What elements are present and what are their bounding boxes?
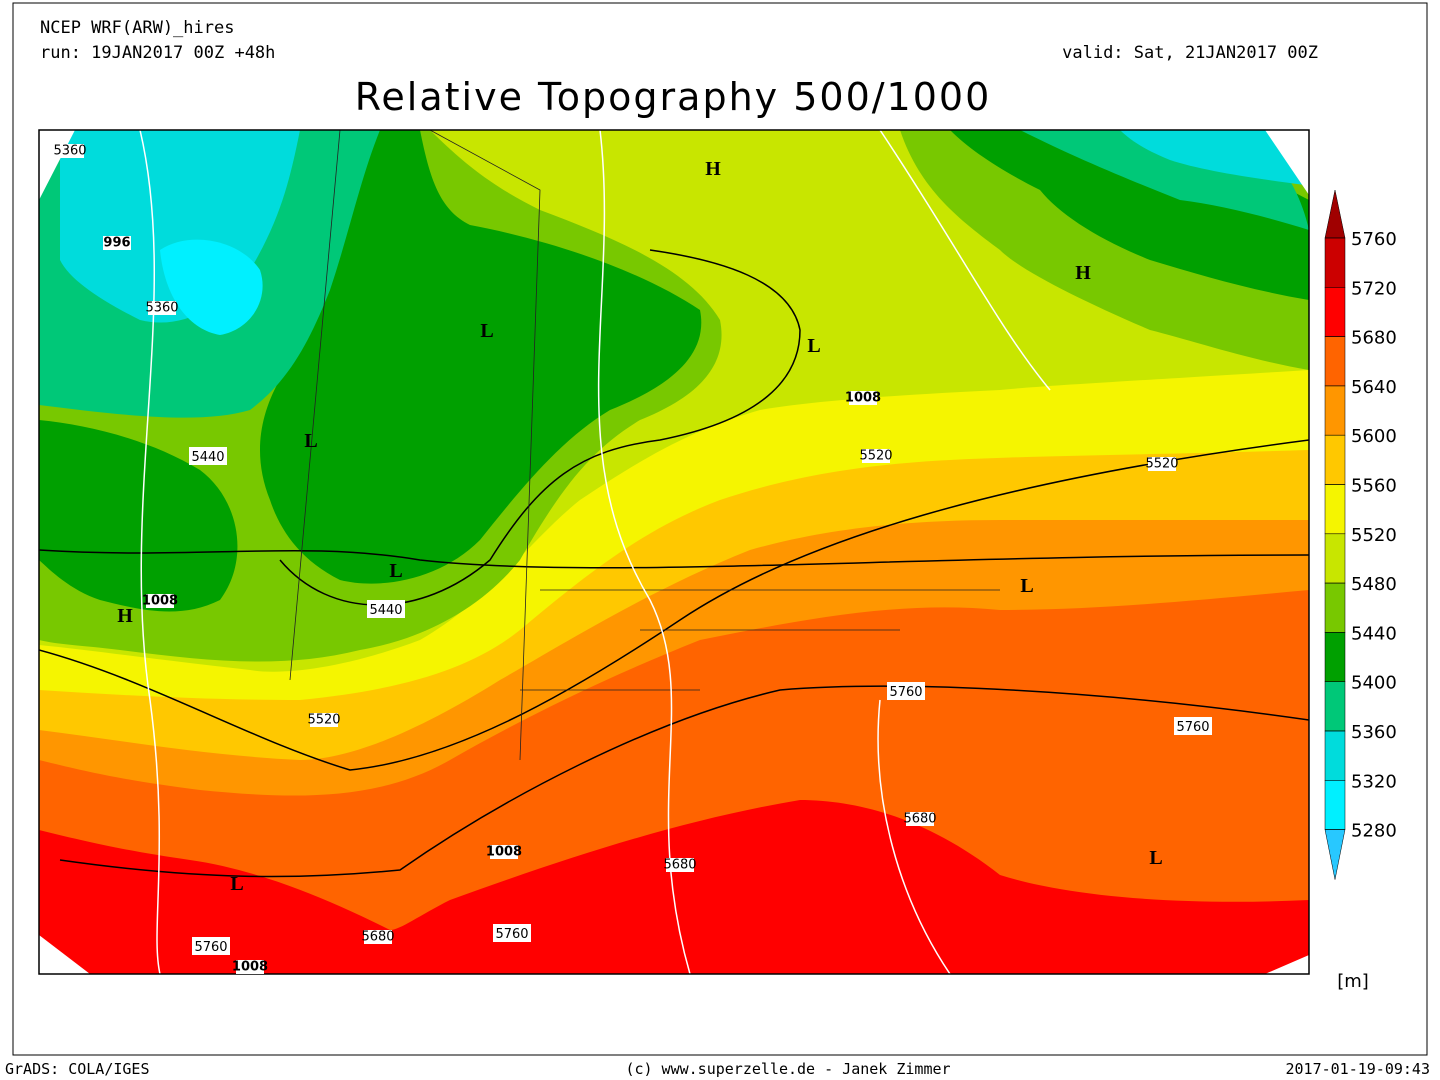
colorbar-label: 5560 <box>1351 476 1397 497</box>
contour-label: 5680 <box>903 812 936 827</box>
colorbar-label: 5680 <box>1351 328 1397 349</box>
footer-center: (c) www.superzelle.de - Janek Zimmer <box>625 1060 950 1078</box>
contour-label: 5360 <box>145 301 178 316</box>
colorbar-label: 5480 <box>1351 574 1397 595</box>
band <box>1120 130 1305 185</box>
colorbar-segment <box>1324 681 1346 732</box>
contour-label-box <box>192 937 230 955</box>
contour-label: 5520 <box>859 449 892 464</box>
contour-label-box <box>148 301 176 315</box>
colorbar-label: 5280 <box>1351 821 1397 842</box>
colorbar-segment <box>1324 237 1346 288</box>
valid-label: valid: Sat, 21JAN2017 00Z <box>1062 43 1318 63</box>
isobar-line <box>59 685 1309 878</box>
colorbar-segment <box>1324 780 1346 830</box>
contour-label: 5760 <box>194 940 227 955</box>
band <box>160 239 263 335</box>
map <box>39 130 1309 974</box>
contour-label: 5760 <box>495 927 528 942</box>
colorbar-unit: [m] <box>1337 971 1369 992</box>
colorbar-segment <box>1324 533 1346 584</box>
contour-line <box>139 130 1051 974</box>
colorbar-label: 5720 <box>1351 278 1397 299</box>
band <box>39 420 238 612</box>
title: Relative Topography 500/1000 <box>355 75 992 119</box>
frame <box>12 2 1428 1056</box>
pressure-center: H <box>1075 262 1091 284</box>
pressure-center: H <box>705 158 721 180</box>
map-border <box>38 129 1310 975</box>
model-label: NCEP WRF(ARW)_hires <box>40 18 234 38</box>
contour-label-box <box>493 924 531 942</box>
contour-label: 5520 <box>307 713 340 728</box>
colorbar-segment <box>1324 632 1346 682</box>
colorbar-segment <box>1324 484 1346 535</box>
pressure-center: L <box>480 320 493 342</box>
pressure-center: L <box>304 430 317 452</box>
pressure-center: L <box>807 335 820 357</box>
contour-label: 5520 <box>1145 457 1178 472</box>
contour-label: 5440 <box>369 603 402 618</box>
contour-label-box <box>906 812 934 826</box>
isobar-line <box>39 439 1309 771</box>
contour-label: 5360 <box>53 144 86 159</box>
pressure-center: L <box>1020 575 1033 597</box>
contour-label: 1008 <box>142 594 178 609</box>
footer-left: GrADS: COLA/IGES <box>5 1060 150 1078</box>
band <box>260 130 702 584</box>
colorbar-label: 5360 <box>1351 722 1397 743</box>
colorbar-segment <box>1324 730 1346 781</box>
colorbar-label: 5520 <box>1351 525 1397 546</box>
colorbar-segment <box>1324 287 1346 337</box>
contour-label: 5680 <box>361 930 394 945</box>
contour-label-box <box>367 600 405 618</box>
contour-label-box <box>490 845 518 859</box>
contour-label: 1008 <box>232 960 268 975</box>
isobar-line <box>39 549 1309 569</box>
colorbar-label: 5320 <box>1351 771 1397 792</box>
contour-label: 5760 <box>889 685 922 700</box>
contour-label-box <box>887 682 925 700</box>
contour-label-box <box>849 391 877 405</box>
colorbar-label: 5760 <box>1351 229 1397 250</box>
contour-label: 5680 <box>663 858 696 873</box>
contour-label: 5760 <box>1176 720 1209 735</box>
state-border <box>289 130 1000 761</box>
pressure-center: H <box>117 605 133 627</box>
colorbar-label: 5440 <box>1351 623 1397 644</box>
pressure-center: L <box>389 560 402 582</box>
colorbar-label: 5600 <box>1351 426 1397 447</box>
contour-label-box <box>236 960 264 974</box>
pressure-center: L <box>1149 847 1162 869</box>
colorbar-segment <box>1324 189 1346 239</box>
run-label: run: 19JAN2017 00Z +48h <box>40 43 275 63</box>
contour-label: 5440 <box>191 450 224 465</box>
colorbar-segment <box>1324 582 1346 633</box>
contour-label: 1008 <box>486 845 522 860</box>
contour-label: 1008 <box>845 391 881 406</box>
contour-label-box <box>103 236 131 250</box>
colorbar-label: 5400 <box>1351 673 1397 694</box>
contour-label-box <box>862 449 890 463</box>
contour-label-box <box>310 713 338 727</box>
contour-label-box <box>364 930 392 944</box>
contour-label-box <box>1174 717 1212 735</box>
colorbar-segment <box>1324 336 1346 387</box>
contour-label-box <box>666 858 694 872</box>
colorbar-segment <box>1324 829 1346 880</box>
colorbar-segment <box>1324 385 1346 436</box>
footer-right: 2017-01-19-09:43 <box>1286 1060 1431 1078</box>
contour-label-box <box>56 144 84 158</box>
contour-label: 996 <box>103 236 130 251</box>
colorbar-label: 5640 <box>1351 377 1397 398</box>
contour-label-box <box>189 447 227 465</box>
contour-label-box <box>146 594 174 608</box>
contour-label-box <box>1148 457 1176 471</box>
pressure-center: L <box>230 873 243 895</box>
colorbar-segment <box>1324 434 1346 485</box>
